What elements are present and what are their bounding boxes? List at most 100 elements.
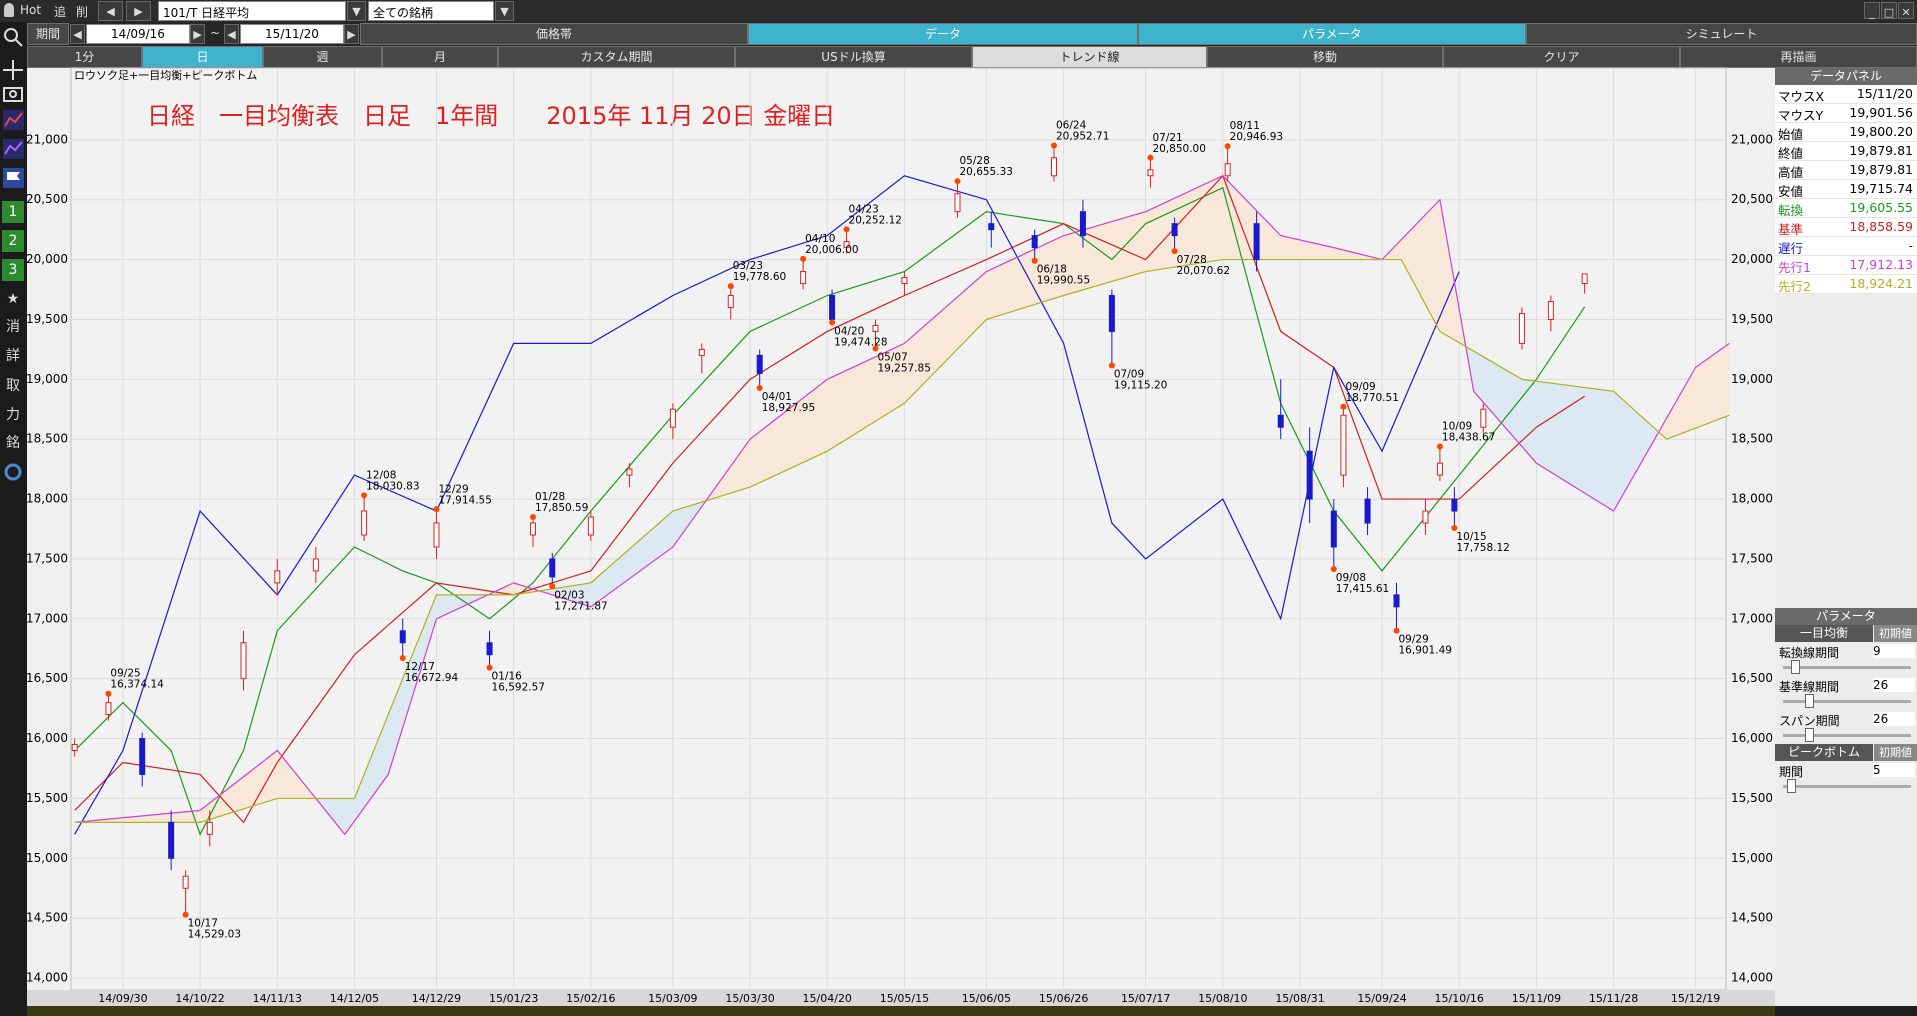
bottom-marker xyxy=(399,654,406,661)
toolbar-button[interactable]: クリア xyxy=(1443,46,1680,68)
hot-button[interactable]: Hot xyxy=(20,3,42,17)
cloud xyxy=(1516,376,1523,448)
peak-marker xyxy=(1147,154,1154,161)
side-button[interactable]: 力 xyxy=(6,407,20,423)
marker-value: 16,672.94 xyxy=(405,672,459,684)
x-tick-label: 15/09/24 xyxy=(1357,992,1406,1005)
symbol-dropdown[interactable]: ▼ xyxy=(347,1,366,21)
side-button[interactable]: ★ xyxy=(6,291,20,307)
toolbar-button[interactable]: 再描画 xyxy=(1680,46,1917,68)
candle-body xyxy=(1253,223,1260,261)
cloud xyxy=(942,304,949,365)
marker-date: 02/03 xyxy=(554,589,584,601)
data-row: 遅行 - xyxy=(1775,237,1917,256)
toolbar-button[interactable]: トレンド線 xyxy=(972,46,1207,68)
cloud xyxy=(778,412,785,475)
cloud xyxy=(1685,374,1692,433)
next-symbol[interactable]: ▶ xyxy=(126,1,151,21)
candle-body xyxy=(800,271,807,285)
cloud xyxy=(653,523,659,562)
param-group: ピークボトム xyxy=(1775,744,1873,761)
period-to[interactable]: 15/11/20 xyxy=(240,24,344,44)
universe-field[interactable]: 全ての銘柄 xyxy=(368,1,494,21)
slider-track xyxy=(1783,666,1911,669)
data-label: 終値 xyxy=(1778,146,1804,161)
minimize[interactable]: _ xyxy=(1864,2,1880,19)
cloud xyxy=(764,423,770,481)
toolbar-button[interactable]: 週 xyxy=(263,46,382,68)
candle-body xyxy=(626,468,633,476)
camera-icon[interactable] xyxy=(3,87,23,102)
prev-symbol[interactable]: ◀ xyxy=(98,1,123,21)
tab[interactable]: パラメータ xyxy=(1138,23,1526,45)
data-value: 19,879.81 xyxy=(1849,162,1913,177)
marker-value: 19,778.60 xyxy=(733,271,786,283)
cloud xyxy=(1304,240,1310,260)
y-tick-label-right: 20,500 xyxy=(1731,192,1773,206)
reset-button[interactable]: 初期値 xyxy=(1874,744,1917,761)
close[interactable]: ✕ xyxy=(1898,2,1914,19)
marker-date: 07/09 xyxy=(1114,369,1144,381)
period-sep: ~ xyxy=(210,26,221,40)
delete-button[interactable]: 削 xyxy=(76,5,89,19)
cloud xyxy=(248,768,254,808)
candle-body xyxy=(843,241,850,249)
side-button[interactable]: 3 xyxy=(2,259,24,281)
slider-knob[interactable] xyxy=(1790,660,1800,674)
side-button[interactable]: 詳 xyxy=(6,348,20,364)
slider-knob[interactable] xyxy=(1805,728,1815,742)
cloud xyxy=(865,358,871,428)
cloud xyxy=(952,296,958,355)
tab[interactable]: データ xyxy=(748,23,1138,45)
cloud xyxy=(1714,349,1720,422)
cloud xyxy=(918,325,924,390)
side-button[interactable]: 銘 xyxy=(6,435,20,451)
toolbar-button[interactable]: 日 xyxy=(142,46,263,68)
candle-body xyxy=(1031,235,1038,249)
candle-body xyxy=(182,875,189,889)
y-tick-label-right: 14,000 xyxy=(1731,971,1773,985)
search-icon[interactable] xyxy=(4,28,18,42)
side-button[interactable]: 2 xyxy=(2,230,24,252)
marker-value: 19,474.28 xyxy=(834,337,887,349)
data-label: マウスX xyxy=(1778,89,1825,104)
slider-knob[interactable] xyxy=(1787,779,1797,793)
cloud xyxy=(1550,382,1556,476)
side-button[interactable]: 1 xyxy=(2,201,24,223)
to-next[interactable]: ▶ xyxy=(344,24,359,44)
marker-value: 18,438.67 xyxy=(1442,432,1495,444)
settings-icon[interactable] xyxy=(4,463,22,481)
reset-button[interactable]: 初期値 xyxy=(1874,625,1917,642)
toolbar-button[interactable]: 月 xyxy=(382,46,498,68)
candle-body xyxy=(1547,300,1554,320)
cloud xyxy=(146,814,153,823)
tab[interactable]: シミュレート xyxy=(1526,23,1917,45)
x-tick-label: 14/12/05 xyxy=(330,992,379,1005)
side-button[interactable]: 消 xyxy=(6,319,20,335)
add-button[interactable]: 追 xyxy=(54,5,67,19)
period-from[interactable]: 14/09/16 xyxy=(86,24,190,44)
data-label: 基準 xyxy=(1778,222,1804,237)
side-button[interactable]: 取 xyxy=(6,378,20,394)
data-value: 19,605.55 xyxy=(1849,200,1913,215)
from-prev[interactable]: ◀ xyxy=(70,24,85,44)
slider-knob[interactable] xyxy=(1805,694,1815,708)
tab[interactable]: 価格帯 xyxy=(360,23,748,45)
data-row: マウスX 15/11/20 xyxy=(1775,85,1917,104)
universe-dropdown[interactable]: ▼ xyxy=(495,1,514,21)
symbol-field[interactable]: 101/T 日経平均 xyxy=(158,1,346,21)
to-prev[interactable]: ◀ xyxy=(224,24,239,44)
cloud xyxy=(754,431,760,486)
cloud xyxy=(822,378,828,454)
from-next[interactable]: ▶ xyxy=(190,24,205,44)
lamp-icon[interactable] xyxy=(4,3,14,17)
maximize[interactable]: □ xyxy=(1881,2,1897,19)
cloud xyxy=(1622,399,1629,496)
y-tick-label-right: 14,500 xyxy=(1731,911,1773,925)
y-tick-label: 14,500 xyxy=(26,911,68,925)
toolbar-button[interactable]: カスタム期間 xyxy=(498,46,735,68)
cloud xyxy=(1507,370,1513,437)
cloud xyxy=(749,434,756,488)
marker-date: 09/09 xyxy=(1345,381,1375,393)
indicator-line xyxy=(74,258,1730,823)
